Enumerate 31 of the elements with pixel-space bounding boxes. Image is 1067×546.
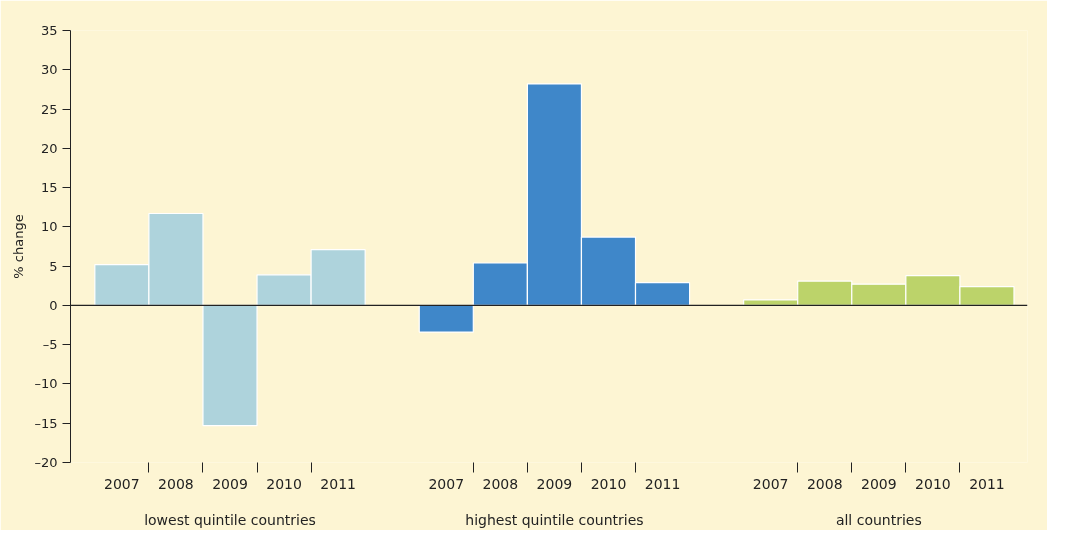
x-tick-label: 2011: [320, 475, 356, 492]
x-tick-label: 2011: [644, 475, 681, 492]
x-tick-label: 2010: [915, 475, 951, 492]
y-tick-label: –15: [34, 415, 58, 431]
y-tick-label: –5: [42, 337, 58, 353]
x-tick-label: 2008: [158, 475, 194, 492]
x-tick-label: 2009: [212, 475, 248, 492]
text: lowest quintile countries: [144, 511, 316, 528]
text: highest quintile countries: [465, 511, 644, 528]
y-tick-label: 20: [40, 140, 58, 156]
y-tick-label: 25: [40, 101, 58, 117]
y-tick-label: 15: [40, 180, 58, 196]
y-tick-label: 35: [40, 23, 58, 38]
y-axis-title: % change: [11, 214, 27, 279]
y-tick-label: 10: [40, 219, 58, 235]
x-tick-label: 2009: [536, 475, 573, 492]
x-tick-label: 2007: [104, 475, 140, 492]
y-tick-label: –10: [34, 376, 58, 392]
x-tick-label: 2007: [752, 475, 789, 492]
y-tick-label: –20: [34, 455, 58, 470]
text: all countries: [835, 511, 922, 528]
y-tick-label: 5: [49, 258, 58, 274]
x-tick-label: 2009: [861, 475, 897, 492]
x-tick-label: 2008: [806, 475, 843, 492]
x-tick-label: 2008: [482, 475, 519, 492]
x-tick-label: 2010: [266, 475, 302, 492]
x-tick-label: 2011: [969, 475, 1005, 492]
x-tick-label: 2007: [428, 475, 465, 492]
y-tick-label: 0: [49, 297, 58, 313]
y-tick-label: 30: [40, 62, 58, 78]
x-tick-label: 2010: [590, 475, 627, 492]
